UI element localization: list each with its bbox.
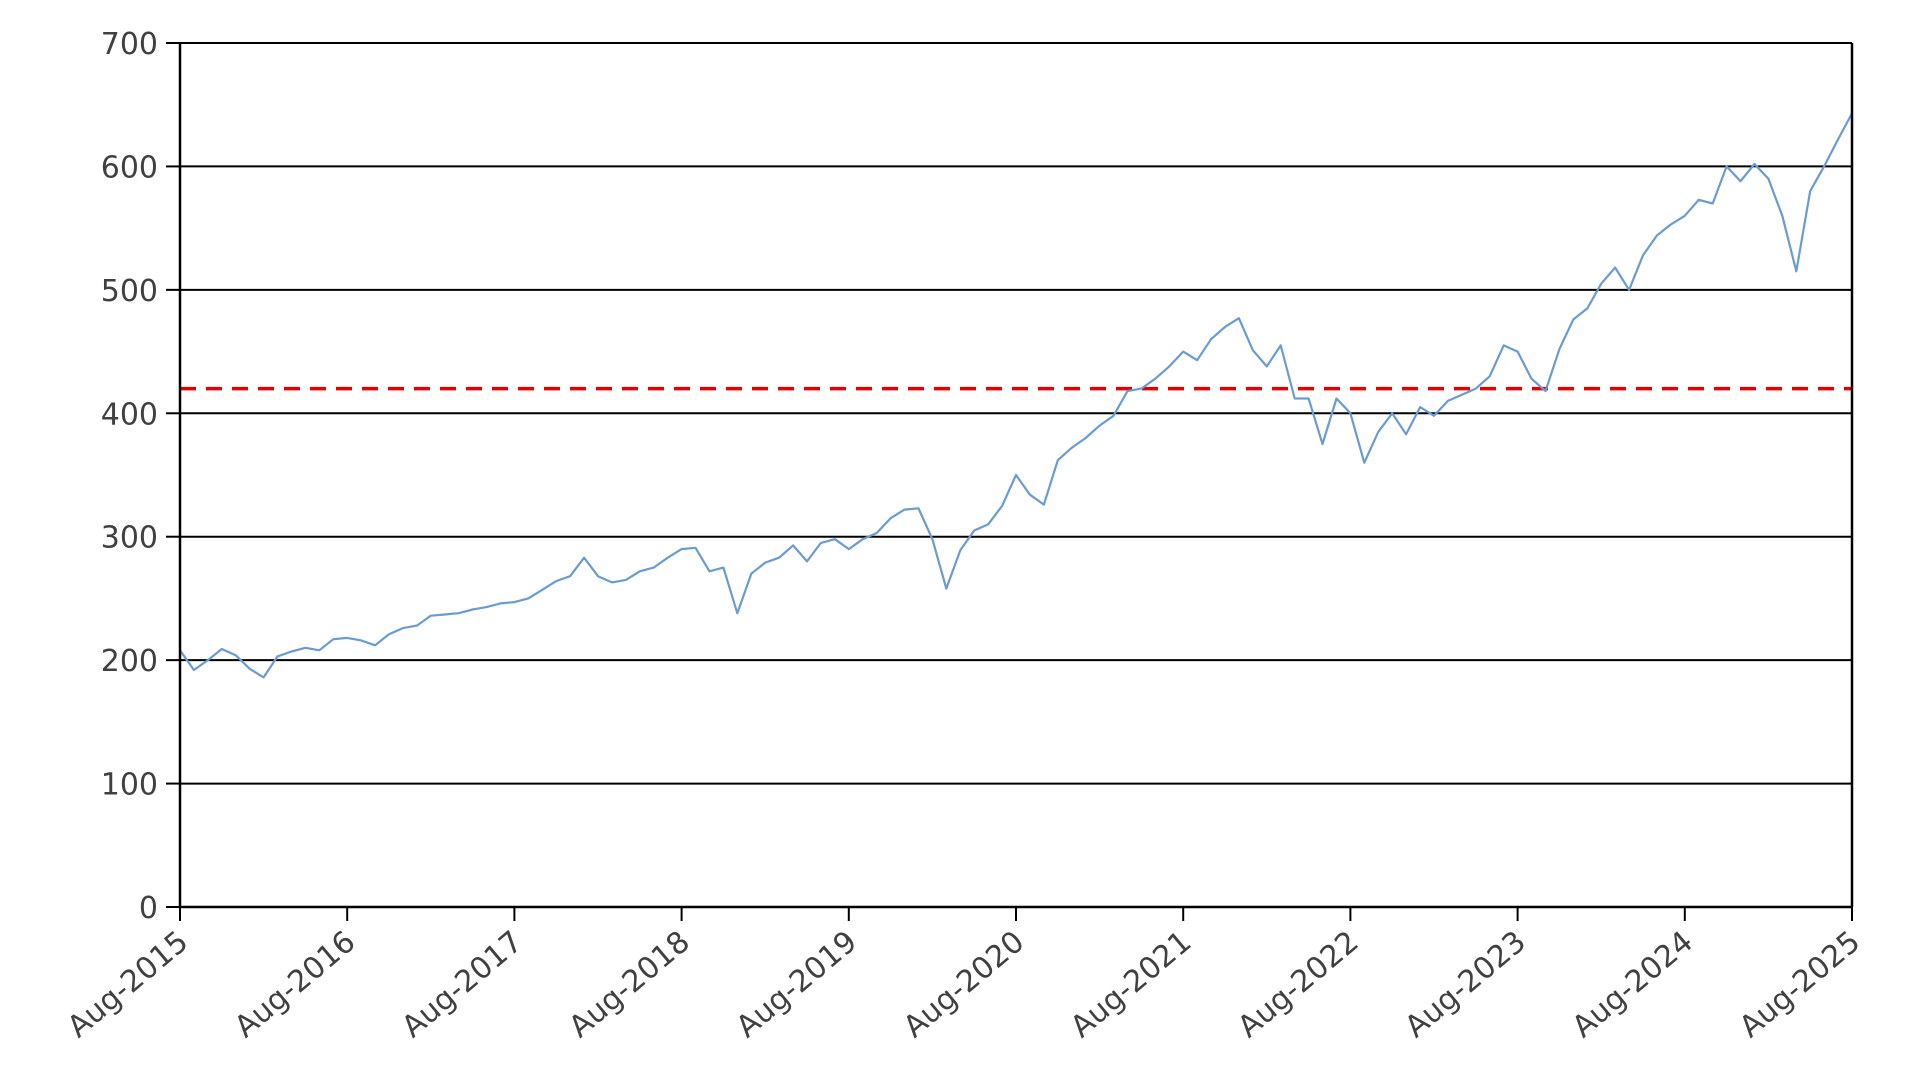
y-tick-label: 400 (101, 397, 158, 432)
axes (166, 42, 1854, 921)
x-tick-label: Aug-2020 (897, 924, 1031, 1045)
y-tick-label: 100 (101, 768, 158, 803)
gridlines (180, 42, 1852, 785)
y-tick-label: 0 (139, 891, 158, 926)
x-tick-label: Aug-2023 (1399, 924, 1533, 1045)
series-line (179, 112, 1853, 679)
y-tick-labels: 0 100 200 300 400 500 600 700 (101, 27, 158, 926)
x-tick-label: Aug-2016 (228, 924, 362, 1045)
x-tick-label: Aug-2018 (563, 924, 697, 1045)
y-tick-label: 200 (101, 644, 158, 679)
x-tick-label: Aug-2025 (1733, 924, 1867, 1045)
y-tick-label: 600 (101, 150, 158, 185)
x-tick-label: Aug-2017 (395, 924, 529, 1045)
y-tick-label: 700 (101, 27, 158, 62)
series-lines (179, 112, 1853, 679)
x-tick-label: Aug-2019 (730, 924, 864, 1045)
y-tick-label: 500 (101, 274, 158, 309)
x-tick-label: Aug-2022 (1231, 924, 1365, 1045)
x-tick-label: Aug-2015 (61, 924, 195, 1045)
x-tick-label: Aug-2024 (1566, 924, 1700, 1045)
x-tick-labels: Aug-2015 Aug-2016 Aug-2017 Aug-2018 Aug-2019… (61, 924, 1867, 1045)
y-tick-label: 300 (101, 521, 158, 556)
x-tick-label: Aug-2021 (1064, 924, 1198, 1045)
